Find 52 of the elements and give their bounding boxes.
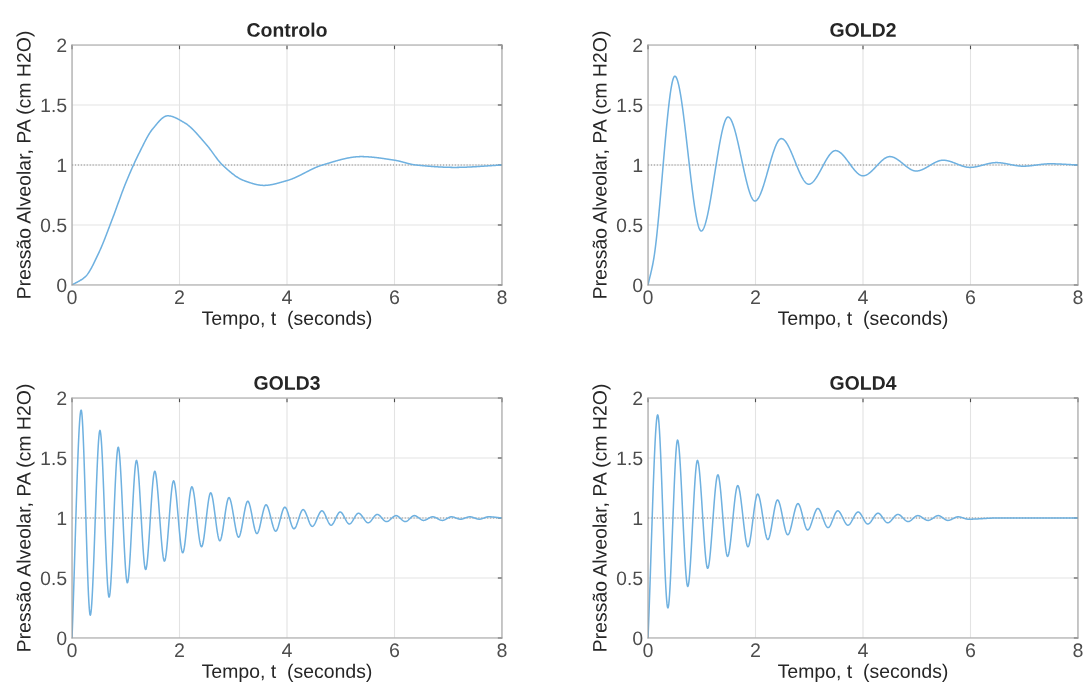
x-tick-label: 0	[67, 290, 77, 305]
y-tick-label: 1.5	[41, 451, 67, 466]
y-axis-title: Pressão Alveolar, PA (cm H2O)	[16, 31, 35, 298]
y-tick-label: 0.5	[40, 571, 67, 586]
y-tick-label: 0.5	[40, 218, 67, 233]
x-tick-label: 8	[1073, 643, 1083, 658]
x-tick-label: 8	[497, 290, 507, 305]
x-axis-title: Tempo, t (seconds)	[202, 310, 372, 329]
chart-title: GOLD2	[830, 23, 896, 37]
x-tick-label: 6	[390, 643, 400, 658]
y-axis-title: Pressão Alveolar, PA (cm H2O)	[592, 31, 611, 298]
y-tick-label: 2	[633, 391, 643, 406]
y-tick-label: 1	[57, 158, 67, 173]
y-tick-label: 0.5	[616, 571, 643, 586]
y-tick-label: 2	[57, 38, 67, 53]
y-tick-label: 0	[57, 631, 67, 646]
x-tick-label: 2	[751, 643, 760, 657]
y-tick-label: 2	[57, 391, 67, 406]
x-tick-label: 4	[858, 643, 868, 657]
x-tick-label: 0	[643, 643, 653, 658]
x-tick-label: 4	[282, 643, 292, 657]
chart-title: GOLD3	[254, 376, 320, 390]
x-tick-label: 0	[67, 643, 77, 658]
y-axis-title: Pressão Alveolar, PA (cm H2O)	[592, 384, 611, 651]
chart-title: Controlo	[247, 22, 327, 37]
x-axis-title: Tempo, t (seconds)	[778, 310, 948, 329]
x-tick-label: 6	[390, 290, 400, 305]
x-tick-label: 2	[751, 290, 760, 304]
y-tick-label: 1.5	[41, 98, 67, 113]
x-tick-label: 2	[175, 643, 184, 657]
y-tick-label: 2	[633, 38, 643, 53]
x-tick-label: 8	[1073, 290, 1083, 305]
x-tick-label: 6	[966, 290, 976, 305]
y-tick-label: 0.5	[616, 218, 643, 233]
x-tick-label: 4	[858, 290, 868, 304]
y-axis-title: Pressão Alveolar, PA (cm H2O)	[16, 384, 35, 651]
y-tick-label: 1.5	[617, 451, 643, 466]
x-axis-title: Tempo, t (seconds)	[202, 663, 372, 682]
y-tick-label: 0	[633, 278, 643, 293]
x-tick-label: 6	[966, 643, 976, 658]
chart-title: GOLD4	[830, 376, 897, 390]
y-tick-label: 0	[633, 631, 643, 646]
y-tick-label: 1	[633, 158, 643, 173]
y-tick-label: 1.5	[617, 98, 643, 113]
x-tick-label: 0	[643, 290, 653, 305]
x-tick-label: 8	[497, 643, 507, 658]
y-tick-label: 1	[633, 511, 643, 526]
y-tick-label: 1	[57, 511, 67, 526]
x-tick-label: 4	[282, 290, 292, 304]
x-axis-title: Tempo, t (seconds)	[778, 663, 948, 682]
y-tick-label: 0	[57, 278, 67, 293]
x-tick-label: 2	[175, 290, 184, 304]
